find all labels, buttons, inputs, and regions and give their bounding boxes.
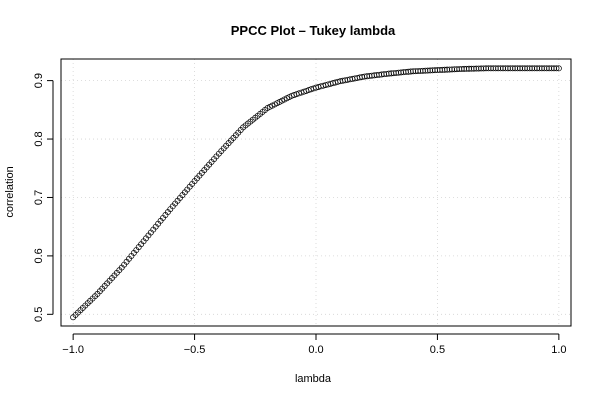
y-tick-label: 0.7 bbox=[33, 190, 45, 205]
y-tick-label: 0.5 bbox=[33, 307, 45, 322]
x-axis-label: lambda bbox=[295, 373, 332, 385]
x-tick-label: −1.0 bbox=[62, 344, 84, 356]
x-tick-label: −0.5 bbox=[184, 344, 206, 356]
y-axis: 0.5 0.6 0.7 0.8 0.9 bbox=[33, 73, 54, 322]
y-tick-label: 0.8 bbox=[33, 131, 45, 146]
x-tick-label: 0.0 bbox=[308, 344, 323, 356]
x-tick-label: 1.0 bbox=[551, 344, 566, 356]
data-point bbox=[553, 65, 560, 72]
y-axis-label: correlation bbox=[4, 166, 16, 217]
grid-lines bbox=[61, 59, 571, 326]
plot-frame bbox=[60, 58, 572, 327]
data-points bbox=[70, 65, 562, 321]
data-point bbox=[555, 65, 562, 72]
y-tick-label: 0.9 bbox=[33, 73, 45, 88]
chart-title: PPCC Plot – Tukey lambda bbox=[231, 23, 396, 38]
x-tick-label: 0.5 bbox=[430, 344, 445, 356]
x-axis: −1.0 −0.5 0.0 0.5 1.0 bbox=[62, 333, 567, 356]
y-tick-label: 0.6 bbox=[33, 248, 45, 263]
